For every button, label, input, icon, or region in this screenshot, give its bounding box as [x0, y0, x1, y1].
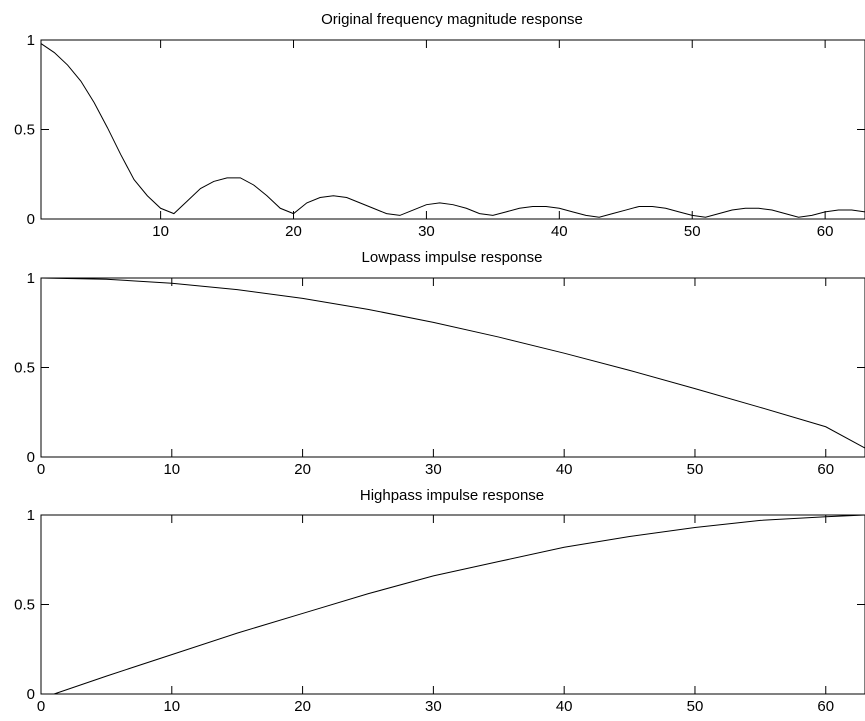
- x-tick-label: 50: [687, 698, 704, 715]
- lowpass-panel: Lowpass impulse response 0 10 20 30 40 50 6000…: [14, 249, 865, 478]
- series-group: [40, 43, 865, 218]
- x-tick-label: 40: [551, 223, 568, 240]
- series-group: [40, 277, 865, 449]
- plot-frame: [40, 514, 865, 695]
- plot-frame: [40, 39, 865, 220]
- series-line: [40, 277, 865, 449]
- x-tick-label: 40: [556, 461, 573, 478]
- x-tick-label: 20: [294, 461, 311, 478]
- x-tick-label: 60: [817, 698, 834, 715]
- y-tick-label: 0: [27, 211, 35, 228]
- x-tick-label: 50: [687, 461, 704, 478]
- x-tick-label: 60: [817, 461, 834, 478]
- x-tick-label: 10: [152, 223, 169, 240]
- y-tick-label: 0: [27, 449, 35, 466]
- chart-title: Highpass impulse response: [360, 487, 544, 504]
- y-tick-label: 0.5: [14, 122, 35, 139]
- tick-marks: [40, 514, 865, 695]
- x-tick-label: 30: [418, 223, 435, 240]
- series-group: [53, 514, 865, 695]
- x-tick-label: 0: [37, 698, 45, 715]
- tick-labels: 10 20 30 40 50 60 0 0.5 1: [14, 32, 833, 240]
- x-tick-label: 20: [294, 698, 311, 715]
- y-tick-label: 1: [27, 32, 35, 49]
- tick-labels: 0 10 20 30 40 50 60 0 0.5 1: [14, 507, 834, 715]
- y-tick-label: 0: [27, 686, 35, 703]
- highpass-panel: Highpass impulse response 0 10 20 30 40 50 600…: [14, 487, 865, 715]
- chart-title: Original frequency magnitude response: [321, 11, 583, 28]
- tick-marks: [41, 39, 865, 220]
- plot-frame: [40, 277, 865, 458]
- x-tick-label: 30: [425, 698, 442, 715]
- y-tick-label: 0.5: [14, 360, 35, 377]
- x-tick-label: 40: [556, 698, 573, 715]
- x-tick-label: 10: [163, 461, 180, 478]
- x-tick-label: 10: [163, 698, 180, 715]
- x-tick-label: 60: [817, 223, 834, 240]
- x-tick-label: 20: [285, 223, 302, 240]
- y-tick-label: 1: [27, 507, 35, 524]
- x-tick-label: 50: [684, 223, 701, 240]
- tick-labels: 0 10 20 30 40 50 60 0 0.5 1: [14, 270, 834, 478]
- x-tick-label: 30: [425, 461, 442, 478]
- y-tick-label: 1: [27, 270, 35, 287]
- x-tick-label: 0: [37, 461, 45, 478]
- tick-marks: [40, 277, 865, 458]
- series-line: [40, 43, 865, 218]
- series-line: [53, 514, 865, 695]
- y-tick-label: 0.5: [14, 597, 35, 614]
- chart-title: Lowpass impulse response: [362, 249, 543, 266]
- magnitude-response-panel: Original frequency magnitude response 10…: [14, 11, 865, 240]
